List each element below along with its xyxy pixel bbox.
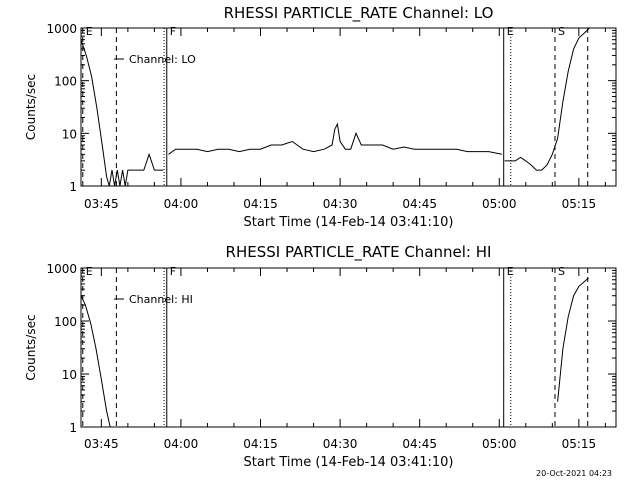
x-tick-label: 05:15 [562, 197, 597, 211]
x-tick-label: 04:45 [402, 437, 437, 451]
y-tick-label: 10 [62, 368, 77, 382]
x-tick-label: 04:00 [164, 197, 199, 211]
x-tick-label: 04:00 [164, 437, 199, 451]
chart-panel-1: RHESSI PARTICLE_RATE Channel: LO 1 10 100 10… [24, 4, 617, 230]
event-marker-label: F [170, 25, 176, 38]
event-marker-label: S [558, 25, 565, 38]
data-series-line [80, 295, 111, 428]
event-marker-label: F [170, 265, 176, 278]
y-axis-label: Counts/sec [24, 74, 38, 140]
y-tick-label: 1 [69, 180, 77, 194]
data-series-line [504, 27, 590, 171]
data-series-line [80, 39, 164, 187]
x-tick-label: 04:45 [402, 197, 437, 211]
y-tick-label: 100 [54, 75, 77, 89]
x-tick-label: 03:45 [84, 437, 119, 451]
plot-frame [80, 267, 617, 428]
legend-entry: Channel: LO [129, 53, 196, 66]
chart-title: RHESSI PARTICLE_RATE Channel: LO [224, 4, 494, 23]
plot-frame [80, 27, 617, 187]
y-tick-label: 1000 [46, 262, 77, 276]
y-tick-label: 1 [69, 421, 77, 435]
event-marker-label: E [86, 265, 93, 278]
legend-entry: Channel: HI [129, 293, 193, 306]
y-axis-label: Counts/sec [24, 314, 38, 380]
timestamp-label: 20-Oct-2021 04:23 [536, 469, 612, 478]
x-tick-label: 05:00 [482, 437, 517, 451]
y-tick-label: 1000 [46, 22, 77, 36]
chart-panel-2: RHESSI PARTICLE_RATE Channel: HI 1 10 100 10… [24, 243, 617, 470]
x-tick-label: 04:30 [323, 197, 358, 211]
x-axis-label: Start Time (14-Feb-14 03:41:10) [244, 215, 454, 230]
y-tick-label: 100 [54, 315, 77, 329]
event-marker-label: E [86, 25, 93, 38]
x-tick-label: 05:15 [562, 437, 597, 451]
data-series-line [557, 277, 589, 402]
x-axis-label: Start Time (14-Feb-14 03:41:10) [244, 455, 454, 470]
x-tick-label: 05:00 [482, 197, 517, 211]
x-tick-label: 04:15 [243, 197, 278, 211]
x-tick-label: 03:45 [84, 197, 119, 211]
x-tick-label: 04:30 [323, 437, 358, 451]
event-marker-label: E [507, 25, 514, 38]
data-series-line [168, 122, 503, 155]
chart-title: RHESSI PARTICLE_RATE Channel: HI [226, 243, 492, 262]
event-marker-label: E [507, 265, 514, 278]
y-tick-label: 10 [62, 127, 77, 141]
event-marker-label: S [558, 265, 565, 278]
x-tick-label: 04:15 [243, 437, 278, 451]
